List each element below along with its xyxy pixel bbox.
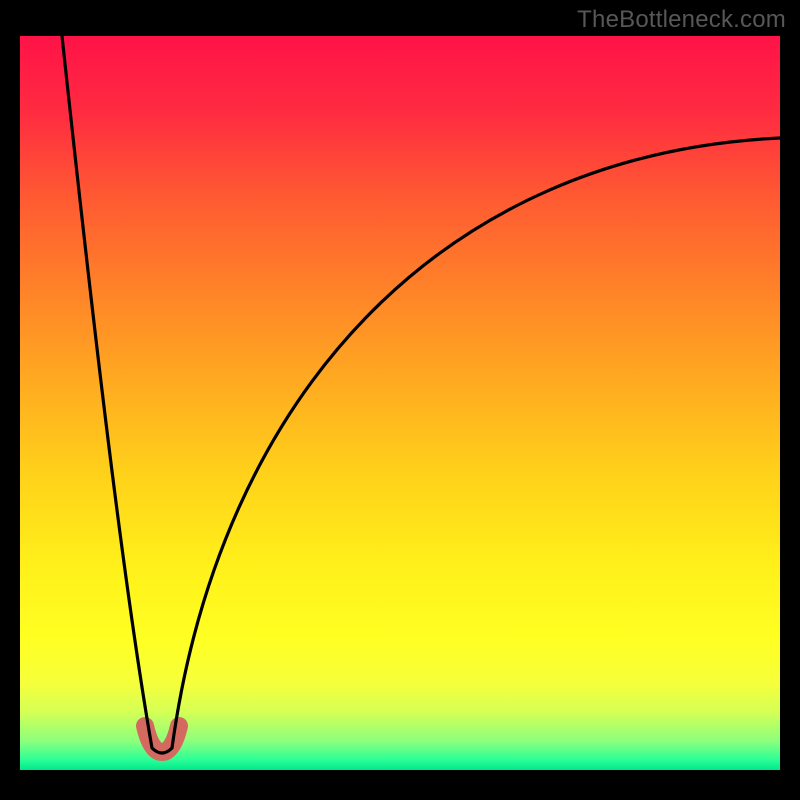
watermark-text: TheBottleneck.com [577, 6, 786, 34]
bottleneck-curve [62, 36, 780, 753]
plot-area [20, 36, 780, 770]
curve-layer [20, 36, 780, 770]
chart-stage: TheBottleneck.com [0, 0, 800, 800]
